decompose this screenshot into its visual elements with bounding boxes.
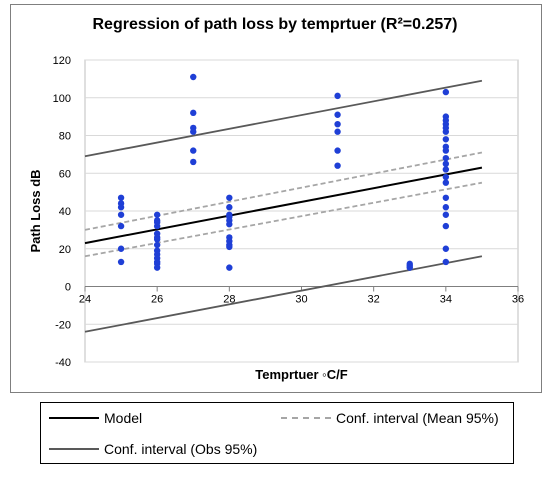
legend-item-mean-ci: Conf. interval (Mean 95%) [281,408,511,428]
y-tick-label: 20 [59,244,71,256]
obs-ci-lower-line [85,256,482,332]
data-point [118,195,124,201]
data-point [407,264,413,270]
data-point [154,219,160,225]
data-point [443,147,449,153]
y-tick-label: 0 [65,282,71,294]
data-point [226,221,232,227]
mean-ci-lower-line [85,183,482,257]
data-point [226,244,232,250]
data-point [334,112,340,118]
data-point [443,259,449,265]
data-point [118,212,124,218]
data-point [190,74,196,80]
y-tick-label: 120 [53,55,71,67]
data-point [334,129,340,135]
data-point [334,93,340,99]
data-point [154,264,160,270]
data-point [154,230,160,236]
legend-label-model: Model [104,408,142,428]
data-point [443,125,449,131]
legend-item-model: Model [49,408,269,428]
data-point [443,223,449,229]
data-point [443,179,449,185]
data-point [334,163,340,169]
data-point [154,236,160,242]
data-point [443,204,449,210]
data-point [154,242,160,248]
data-point [334,121,340,127]
obs-ci-upper-line [85,81,482,157]
data-point [443,136,449,142]
chart-legend: Model Conf. interval (Mean 95%) Conf. in… [40,402,514,464]
data-point [443,174,449,180]
legend-swatch-mean-ci [281,417,331,419]
legend-label-mean-ci: Conf. interval (Mean 95%) [336,408,499,428]
data-point [190,110,196,116]
y-tick-label: -20 [55,319,71,331]
data-point [190,129,196,135]
data-point [443,246,449,252]
x-tick-label: 24 [79,294,91,306]
y-axis-title: Path Loss dB [28,169,43,252]
model-line [85,168,482,244]
data-point [118,246,124,252]
data-point [226,195,232,201]
legend-item-obs-ci: Conf. interval (Obs 95%) [49,439,309,459]
mean-ci-upper-line [85,152,482,229]
data-point [226,204,232,210]
data-point [443,212,449,218]
x-axis-title: Temprtuer ◦C/F [255,367,348,382]
y-tick-label: 80 [59,131,71,143]
x-tick-label: 36 [512,294,524,306]
data-point [190,159,196,165]
y-tick-label: 40 [59,206,71,218]
y-tick-label: 60 [59,168,71,180]
data-point [118,223,124,229]
data-point [190,147,196,153]
x-tick-label: 30 [295,294,307,306]
x-tick-label: 26 [151,294,163,306]
y-tick-label: -40 [55,357,71,369]
legend-label-obs-ci: Conf. interval (Obs 95%) [104,439,257,459]
data-point [118,200,124,206]
data-point [226,264,232,270]
y-tick-label: 100 [53,93,71,105]
data-point [154,212,160,218]
data-point [443,155,449,161]
data-point [334,147,340,153]
data-point [118,259,124,265]
data-point [226,213,232,219]
data-point [443,166,449,172]
data-point [443,195,449,201]
x-tick-label: 34 [440,294,452,306]
x-tick-label: 32 [368,294,380,306]
data-point [443,89,449,95]
legend-swatch-obs-ci [49,448,99,450]
data-point [443,161,449,167]
legend-swatch-model [49,417,99,419]
